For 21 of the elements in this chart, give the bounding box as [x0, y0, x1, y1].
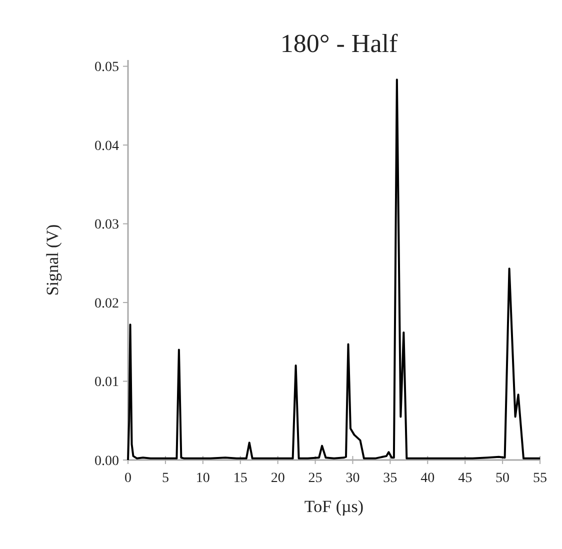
y-tick-label: 0.04 [94, 138, 119, 154]
y-axis-title: Signal (V) [43, 224, 62, 296]
y-tick-label: 0.00 [94, 454, 119, 469]
chart-title: 180° - Half [280, 29, 398, 58]
x-tick-label: 0 [124, 471, 132, 486]
x-tick-label: 40 [420, 471, 435, 486]
y-tick-label: 0.05 [94, 60, 119, 76]
x-tick-label: 10 [196, 471, 210, 486]
x-tick-label: 55 [533, 471, 547, 486]
y-tick-label: 0.02 [94, 296, 119, 312]
y-tick-label: 0.01 [94, 375, 119, 390]
x-axis-title: ToF (µs) [304, 497, 364, 516]
x-tick-label: 45 [458, 471, 472, 486]
x-tick-label: 20 [270, 471, 285, 486]
y-tick-label: 0.03 [94, 218, 119, 233]
x-tick-label: 30 [346, 471, 360, 486]
x-tick-label: 5 [162, 471, 169, 486]
x-tick-label: 35 [383, 471, 398, 486]
x-tick-label: 50 [496, 471, 510, 486]
x-tick-label: 25 [308, 471, 322, 486]
x-tick-label: 15 [233, 471, 248, 486]
